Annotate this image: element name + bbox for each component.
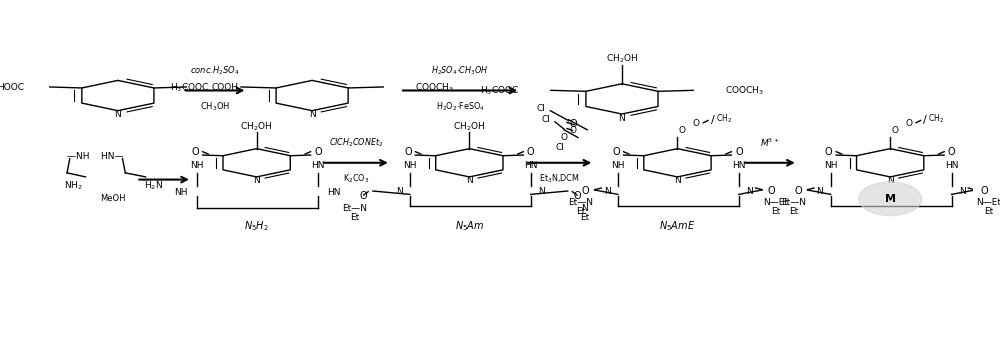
Text: N: N bbox=[674, 176, 681, 185]
Text: HN: HN bbox=[327, 188, 341, 197]
Ellipse shape bbox=[859, 182, 922, 216]
Text: conc.H$_2$SO$_4$: conc.H$_2$SO$_4$ bbox=[190, 64, 240, 77]
Text: CH$_2$OH: CH$_2$OH bbox=[606, 53, 638, 65]
Text: ClCH$_2$CONEt$_2$: ClCH$_2$CONEt$_2$ bbox=[329, 137, 383, 149]
Text: NH: NH bbox=[174, 188, 188, 197]
Text: /: / bbox=[923, 115, 927, 125]
Text: O: O bbox=[612, 147, 620, 157]
Text: O: O bbox=[314, 147, 322, 157]
Text: O: O bbox=[767, 186, 775, 196]
Text: N: N bbox=[604, 186, 611, 196]
Text: H$_3$COOC: H$_3$COOC bbox=[480, 84, 519, 97]
Text: N: N bbox=[253, 176, 260, 185]
Text: O: O bbox=[191, 147, 199, 157]
Text: N: N bbox=[746, 186, 753, 196]
Text: K$_2$CO$_3$: K$_2$CO$_3$ bbox=[343, 173, 369, 185]
Text: /: / bbox=[711, 115, 714, 125]
Text: CH$_3$OH: CH$_3$OH bbox=[200, 101, 230, 113]
Text: M: M bbox=[885, 194, 896, 204]
Text: Et—N: Et—N bbox=[568, 198, 593, 207]
Text: Et—N: Et—N bbox=[342, 204, 367, 213]
Text: Et: Et bbox=[576, 207, 586, 216]
Text: Cl: Cl bbox=[537, 104, 545, 114]
Text: N: N bbox=[619, 114, 625, 123]
Text: O: O bbox=[735, 147, 743, 157]
Text: COOH: COOH bbox=[211, 83, 238, 92]
Text: $N_5H_2$: $N_5H_2$ bbox=[244, 219, 269, 233]
Text: N: N bbox=[887, 176, 894, 185]
Text: O: O bbox=[825, 147, 833, 157]
Text: O: O bbox=[891, 126, 898, 135]
Text: CH$_2$: CH$_2$ bbox=[716, 112, 732, 125]
Text: $N_5$AmE: $N_5$AmE bbox=[659, 219, 696, 233]
Text: N: N bbox=[309, 110, 315, 119]
Text: N: N bbox=[581, 204, 588, 213]
Text: O: O bbox=[360, 191, 367, 201]
Text: N: N bbox=[396, 186, 402, 196]
Text: O: O bbox=[570, 126, 577, 135]
Text: NH: NH bbox=[824, 161, 837, 170]
Text: $N_5$Am: $N_5$Am bbox=[455, 219, 484, 233]
Text: HN: HN bbox=[732, 161, 746, 170]
Text: O: O bbox=[794, 186, 802, 196]
Text: N: N bbox=[816, 186, 823, 196]
Text: O: O bbox=[980, 186, 988, 196]
Text: COOCH$_3$: COOCH$_3$ bbox=[725, 84, 764, 97]
Text: H$_2$SO$_4$$\cdot$CH$_3$OH: H$_2$SO$_4$$\cdot$CH$_3$OH bbox=[431, 64, 489, 77]
Text: M$^{3+}$: M$^{3+}$ bbox=[760, 137, 780, 149]
Text: HN: HN bbox=[524, 161, 537, 170]
Text: COOCH$_3$: COOCH$_3$ bbox=[415, 81, 454, 94]
Text: H$_2$O$_2$$\cdot$FeSO$_4$: H$_2$O$_2$$\cdot$FeSO$_4$ bbox=[436, 101, 485, 113]
Text: N: N bbox=[466, 176, 473, 185]
Text: O: O bbox=[692, 119, 699, 128]
Text: CH$_2$: CH$_2$ bbox=[928, 112, 944, 125]
Text: Et—N: Et—N bbox=[781, 198, 806, 207]
Text: O: O bbox=[561, 133, 568, 142]
Text: N: N bbox=[959, 186, 966, 196]
Text: MeOH: MeOH bbox=[101, 194, 126, 203]
Text: H$_3$COOC: H$_3$COOC bbox=[170, 81, 209, 94]
Text: HOOC: HOOC bbox=[0, 83, 24, 92]
Text: N—Et: N—Et bbox=[976, 198, 1000, 207]
Text: O: O bbox=[570, 119, 577, 129]
Text: N—Et: N—Et bbox=[763, 198, 788, 207]
Text: Et$_3$N,DCM: Et$_3$N,DCM bbox=[539, 173, 580, 185]
Text: O: O bbox=[679, 126, 686, 135]
Text: O: O bbox=[404, 147, 412, 157]
Text: Et: Et bbox=[771, 207, 780, 216]
Text: NH: NH bbox=[611, 161, 625, 170]
Text: H$_2$N: H$_2$N bbox=[144, 179, 163, 192]
Text: HN: HN bbox=[311, 161, 325, 170]
Text: CH$_2$OH: CH$_2$OH bbox=[453, 121, 486, 133]
Text: O: O bbox=[948, 147, 955, 157]
Text: O: O bbox=[582, 186, 589, 196]
Text: NH: NH bbox=[190, 161, 204, 170]
Text: Et: Et bbox=[789, 207, 798, 216]
Text: NH$_2$: NH$_2$ bbox=[64, 179, 83, 192]
Text: O: O bbox=[527, 147, 535, 157]
Text: Et: Et bbox=[580, 213, 589, 222]
Text: Cl: Cl bbox=[541, 115, 550, 124]
Text: Et: Et bbox=[984, 207, 993, 216]
Text: —NH    HN—: —NH HN— bbox=[67, 152, 123, 161]
Text: HN: HN bbox=[945, 161, 958, 170]
Text: N: N bbox=[115, 110, 121, 119]
Text: Et: Et bbox=[350, 213, 359, 222]
Text: O: O bbox=[905, 119, 912, 128]
Text: NH: NH bbox=[403, 161, 417, 170]
Text: O: O bbox=[573, 191, 581, 201]
Text: Cl: Cl bbox=[555, 143, 564, 152]
Text: CH$_2$OH: CH$_2$OH bbox=[240, 121, 273, 133]
Text: N: N bbox=[538, 186, 545, 196]
